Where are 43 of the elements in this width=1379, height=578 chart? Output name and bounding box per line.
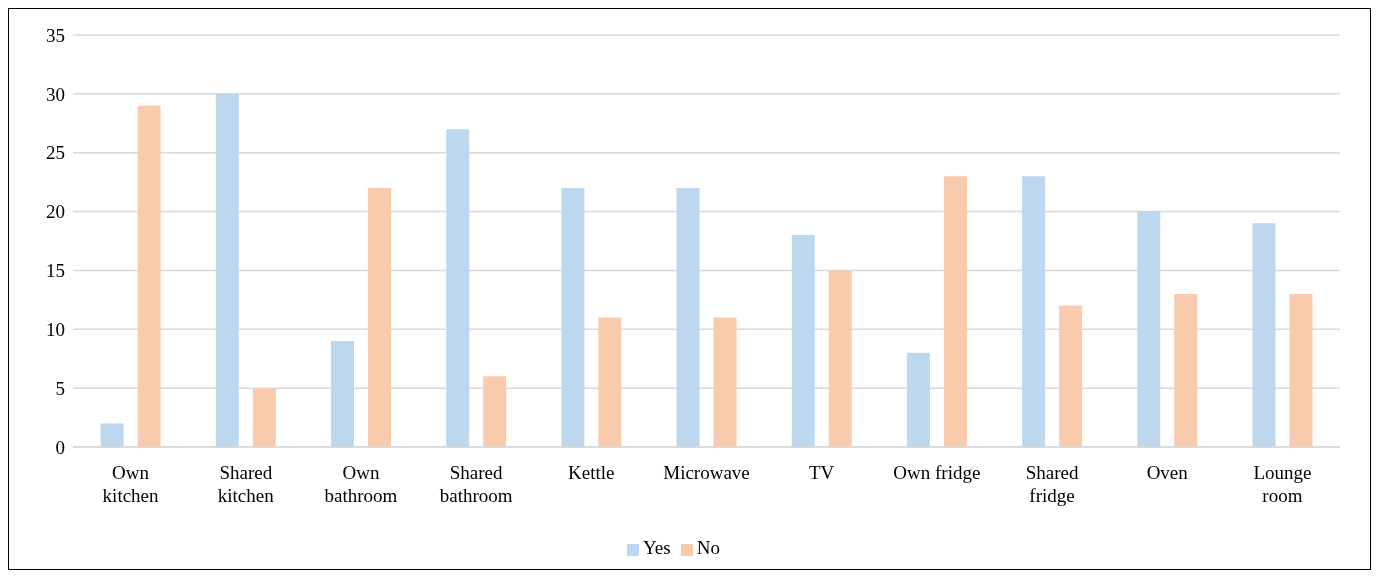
x-tick-label: TV xyxy=(809,462,835,483)
bar xyxy=(561,188,585,447)
y-tick-label: 20 xyxy=(46,201,65,223)
y-tick-label: 35 xyxy=(46,24,65,46)
bar xyxy=(137,105,161,447)
bar xyxy=(1289,293,1313,447)
bar xyxy=(1252,223,1276,447)
y-tick-label: 15 xyxy=(46,260,65,282)
bar xyxy=(100,423,124,447)
x-tick-label: Shared kitchen xyxy=(217,462,275,506)
bar xyxy=(828,270,852,447)
bar xyxy=(791,235,815,447)
y-tick-label: 10 xyxy=(46,319,65,341)
bar xyxy=(943,176,967,447)
bar xyxy=(368,188,392,447)
bar xyxy=(1137,211,1161,447)
bar xyxy=(676,188,700,447)
bar xyxy=(252,388,276,447)
bar xyxy=(446,129,470,447)
x-tick-label: Oven xyxy=(1146,462,1189,483)
x-tick-label: Kettle xyxy=(568,462,615,483)
bar xyxy=(1059,305,1083,447)
x-tick-label: Own fridge xyxy=(893,462,981,483)
x-tick-label: Microwave xyxy=(663,462,750,483)
y-tick-label: 25 xyxy=(46,142,65,164)
bar xyxy=(713,317,737,447)
y-tick-label: 0 xyxy=(55,436,65,458)
legend-label: Yes xyxy=(643,537,671,558)
bar xyxy=(598,317,622,447)
y-tick-label: 30 xyxy=(46,83,65,105)
x-tick-label: Shared fridge xyxy=(1025,462,1079,506)
x-tick-label: Own bathroom xyxy=(324,462,398,506)
x-tick-label: Shared bathroom xyxy=(439,462,513,506)
x-tick-label: Own kitchen xyxy=(102,462,160,506)
x-tick-label: Lounge room xyxy=(1253,462,1312,506)
bar xyxy=(1022,176,1046,447)
bar xyxy=(1174,293,1198,447)
legend-label: No xyxy=(696,537,720,558)
bar xyxy=(483,376,507,447)
bar xyxy=(331,341,355,447)
bar xyxy=(215,93,239,447)
bar xyxy=(906,352,930,447)
y-tick-label: 5 xyxy=(55,377,65,399)
